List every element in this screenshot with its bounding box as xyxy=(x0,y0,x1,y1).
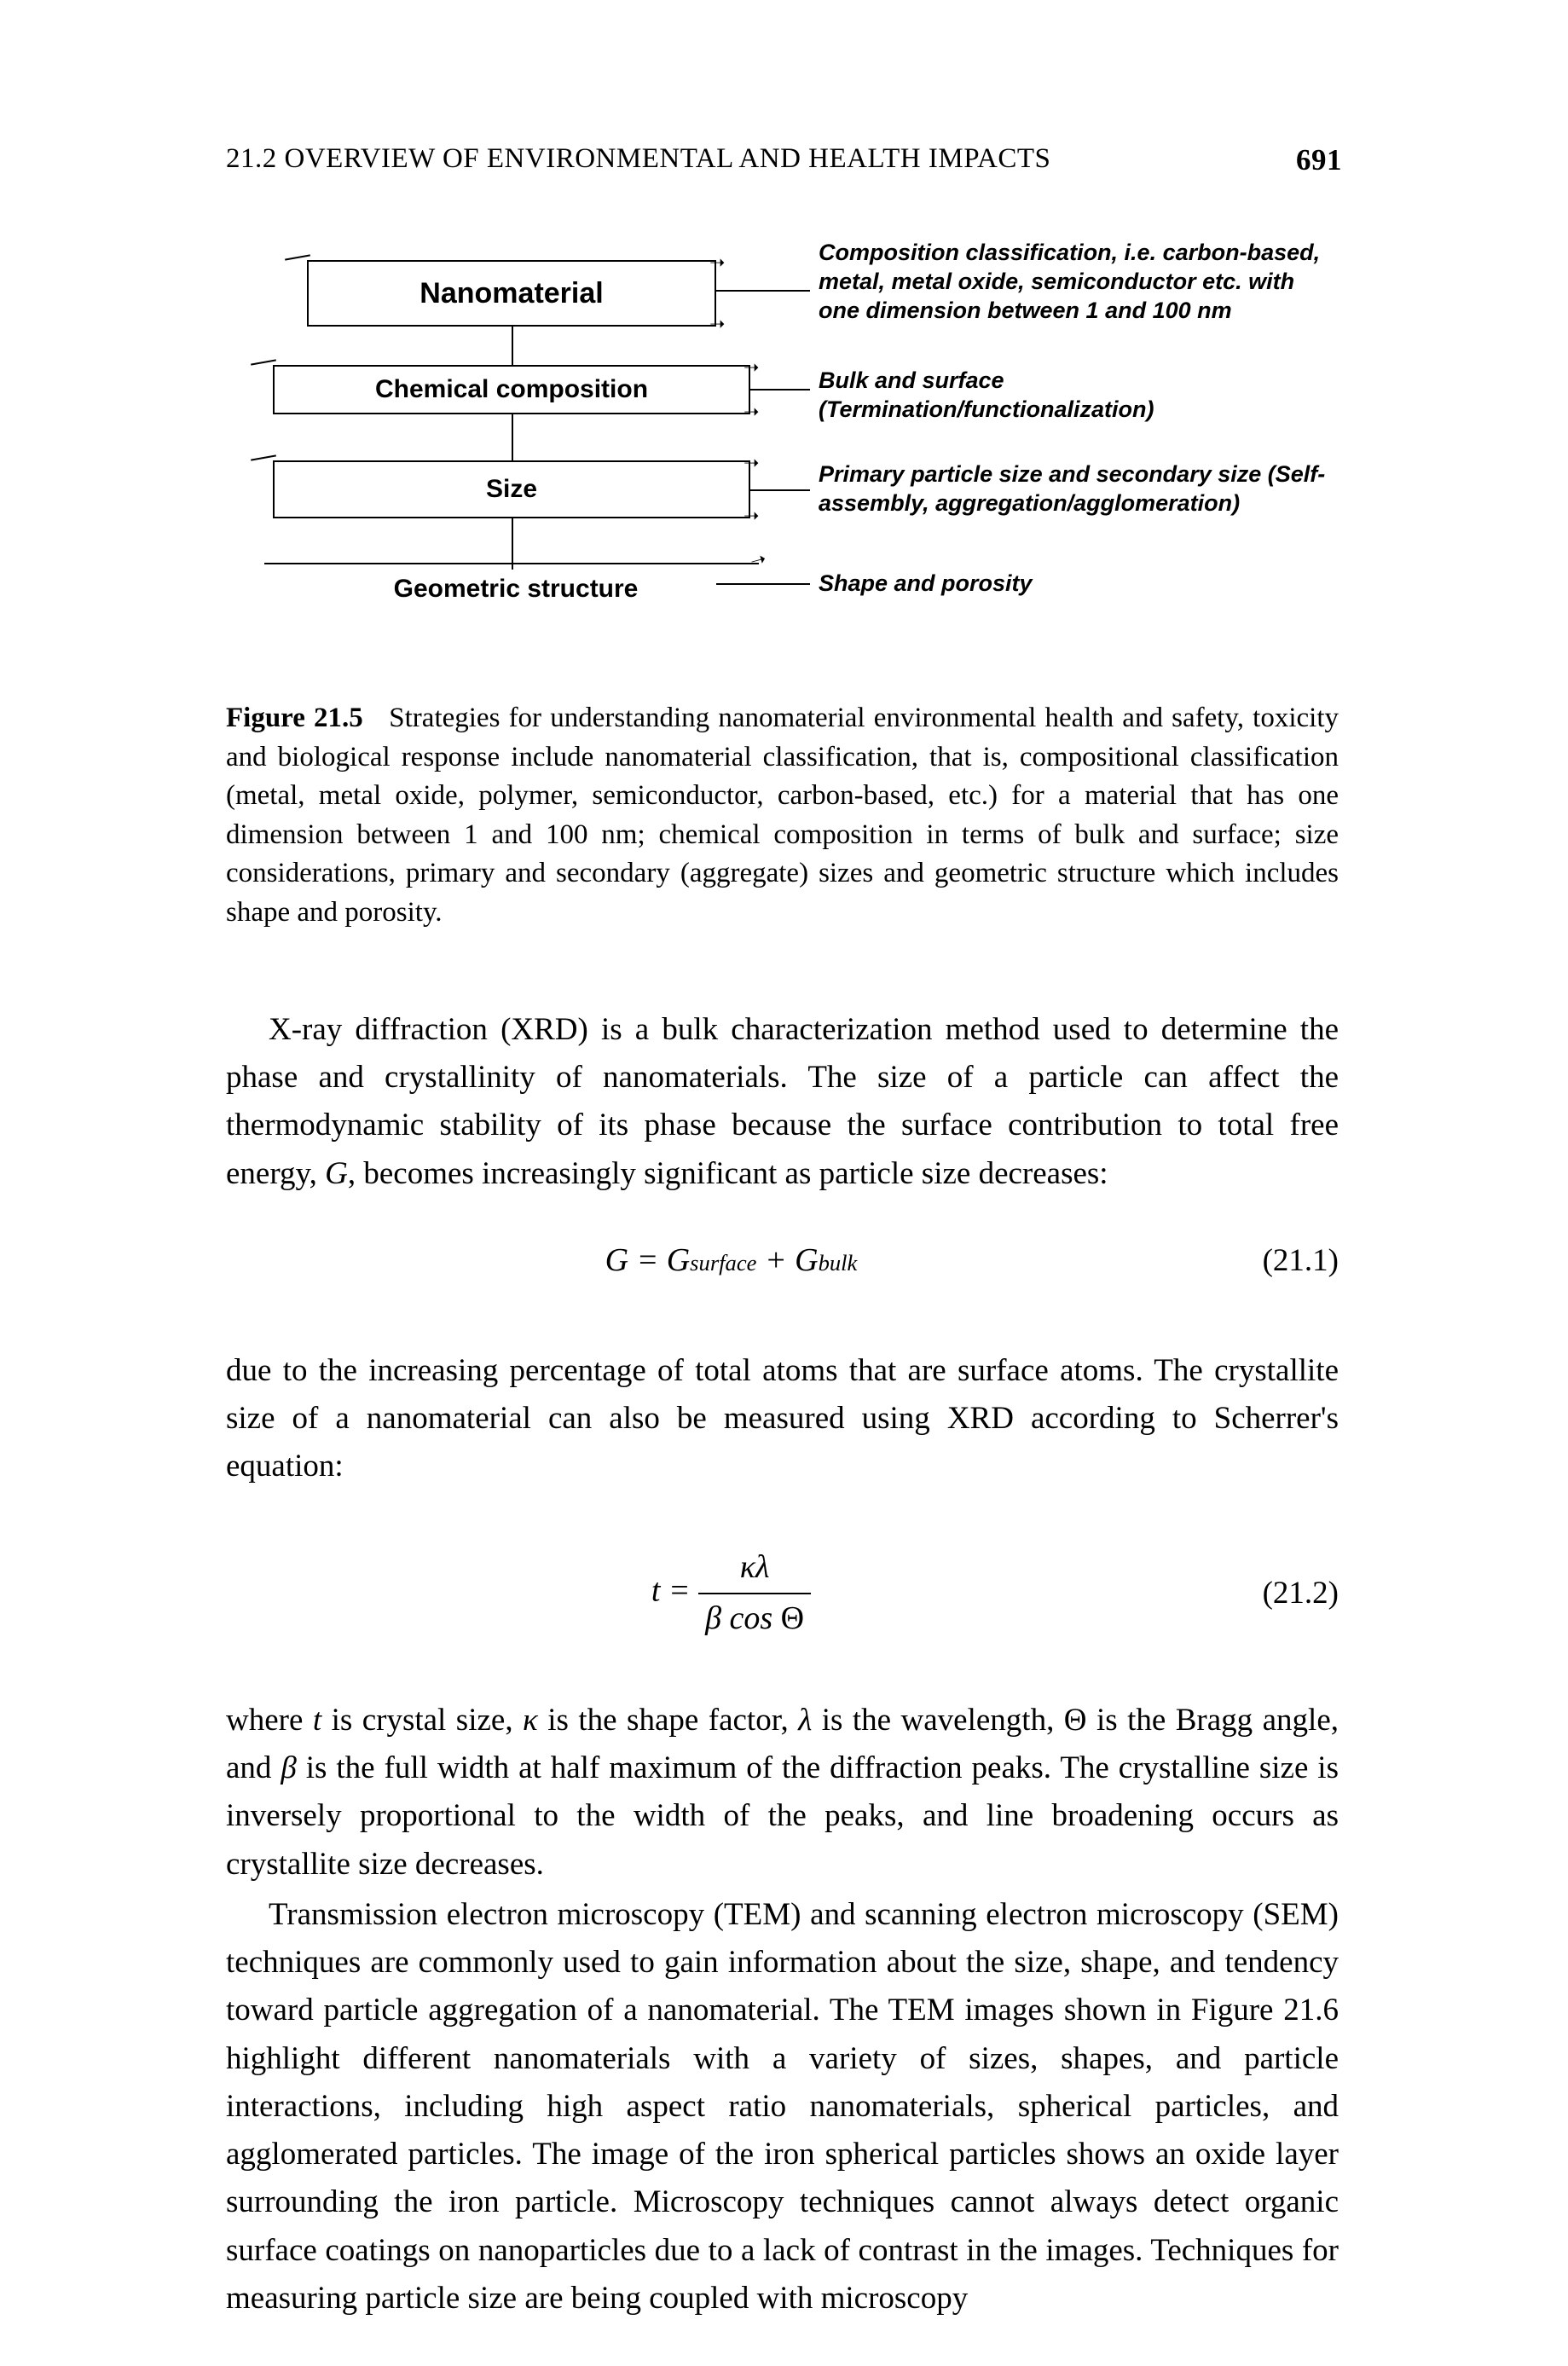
connector-line xyxy=(750,489,810,491)
connector-line xyxy=(716,583,810,585)
figure-caption-text: Strategies for understanding nanomateria… xyxy=(226,703,1339,928)
equation-body: G = Gsurface + Gbulk xyxy=(226,1236,1236,1286)
connector-line xyxy=(512,518,513,570)
diagram-description: Composition classification, i.e. carbon-… xyxy=(819,239,1330,325)
arrow-icon: ➝ xyxy=(743,358,759,377)
paragraph-text: X-ray diffraction (XRD) is a bulk charac… xyxy=(226,1006,1339,1198)
equation: t = κλβ cos Θ (21.2) xyxy=(226,1543,1339,1644)
page-number: 691 xyxy=(1296,143,1342,177)
diagram-description: Bulk and surface (Termination/functional… xyxy=(819,367,1296,425)
connector-line xyxy=(750,389,810,390)
paragraph-text: where t is crystal size, κ is the shape … xyxy=(226,1703,1339,1882)
paragraph-text: due to the increasing percentage of tota… xyxy=(226,1353,1339,1484)
paragraph-text: Transmission electron microscopy (TEM) a… xyxy=(226,1891,1339,2323)
diagram-box: Chemical composition xyxy=(273,365,750,414)
figure-caption: Figure 21.5 Strategies for understanding… xyxy=(226,699,1339,932)
diagram-box: Geometric structure xyxy=(315,570,716,608)
connector-line xyxy=(716,290,810,292)
arrow-icon: ➝ xyxy=(743,506,759,525)
arrow-icon: ➝ xyxy=(709,253,725,272)
paragraph: Transmission electron microscopy (TEM) a… xyxy=(226,1891,1339,2323)
figure-label: Figure 21.5 xyxy=(226,703,363,733)
diagram-box: Nanomaterial xyxy=(307,260,716,327)
equation-number: (21.2) xyxy=(1236,1570,1339,1617)
diagram-box: Size xyxy=(273,460,750,518)
paragraph: due to the increasing percentage of tota… xyxy=(226,1347,1339,1491)
page: 21.2 OVERVIEW OF ENVIRONMENTAL AND HEALT… xyxy=(0,0,1568,2366)
arrow-icon: ➝ xyxy=(709,315,725,333)
arrow-icon: ➝ xyxy=(748,549,768,571)
figure-diagram: Nanomaterial➝➝Chemical composition➝➝Size… xyxy=(256,239,1330,665)
paragraph: where t is crystal size, κ is the shape … xyxy=(226,1697,1339,1889)
arrow-icon: ➝ xyxy=(743,454,759,472)
equation: G = Gsurface + Gbulk (21.1) xyxy=(226,1236,1339,1286)
diagram-description: Primary particle size and secondary size… xyxy=(819,460,1347,518)
diagram-description: Shape and porosity xyxy=(819,570,1245,599)
section-label: 21.2 OVERVIEW OF ENVIRONMENTAL AND HEALT… xyxy=(226,143,1050,175)
connector-line xyxy=(512,327,513,365)
connector-line xyxy=(512,414,513,460)
arrow-icon: ➝ xyxy=(743,402,759,421)
equation-number: (21.1) xyxy=(1236,1237,1339,1285)
equation-body: t = κλβ cos Θ xyxy=(226,1543,1236,1644)
paragraph: X-ray diffraction (XRD) is a bulk charac… xyxy=(226,1006,1339,1198)
running-header: 21.2 OVERVIEW OF ENVIRONMENTAL AND HEALT… xyxy=(226,143,1342,177)
